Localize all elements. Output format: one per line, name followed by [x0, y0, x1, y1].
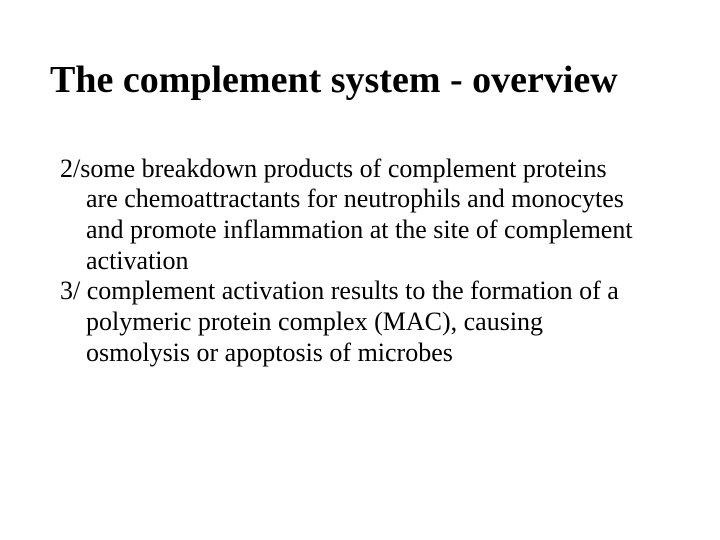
body-paragraph-1: 2/some breakdown products of complement … [60, 154, 640, 277]
slide-title: The complement system - overview [50, 60, 670, 102]
body-paragraph-2: 3/ complement activation results to the … [60, 276, 640, 368]
slide: The complement system - overview 2/some … [0, 0, 720, 540]
slide-body: 2/some breakdown products of complement … [50, 154, 670, 369]
